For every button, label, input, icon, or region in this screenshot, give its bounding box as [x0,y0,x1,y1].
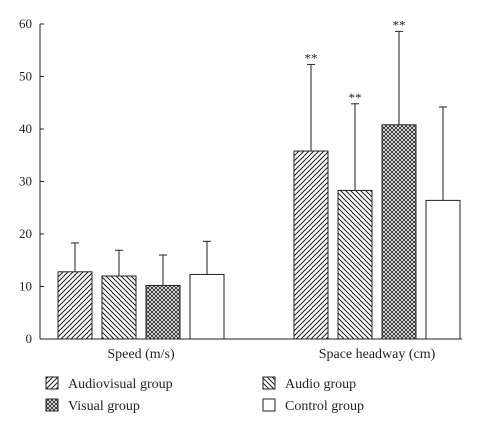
bar [381,124,417,340]
bar [293,150,329,340]
axes: 0 10 20 30 40 50 60 Speed (m/s) Space headway (c… [19,16,462,362]
bar [425,199,461,340]
bar [145,284,181,340]
legend-label: Audiovisual group [68,377,173,392]
legend-swatch [262,398,276,412]
y-tick-label: 60 [19,16,32,31]
legend-label: Visual group [68,399,140,414]
significance-marker: ** [305,50,318,65]
legend-item: Control group [262,398,364,414]
significance-marker: ** [393,17,406,32]
legend-swatch [45,398,59,412]
category-label: Speed (m/s) [107,347,175,362]
category-label: Space headway (cm) [319,347,436,362]
legend-swatch [45,376,59,390]
y-tick-label: 40 [19,121,32,136]
y-tick-label: 20 [19,226,32,241]
significance-marker: ** [349,90,362,105]
bar [57,271,93,340]
legend-item: Audio group [262,376,356,392]
y-tick-label: 50 [19,69,32,84]
bars: ** ** ** [57,17,461,340]
legend-swatch [262,376,276,390]
legend-label: Audio group [285,377,356,392]
bar [101,275,137,340]
bar [337,189,373,340]
legend-item: Visual group [45,398,140,414]
legend-item: Audiovisual group [45,376,173,392]
y-tick-label: 10 [19,279,32,294]
bar [189,273,225,340]
y-tick-label: 30 [19,174,32,189]
legend-label: Control group [285,399,364,414]
y-tick-label: 0 [26,331,33,346]
legend: Audiovisual group Audio group Visual group… [45,376,364,414]
